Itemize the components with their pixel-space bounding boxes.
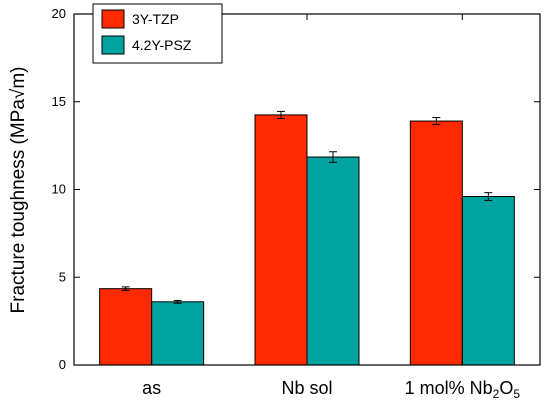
error-bar-3Y-TZP-as	[121, 286, 130, 291]
bar-4.2Y-PSZ-Nb sol	[306, 156, 360, 366]
error-bar-3Y-TZP-Nb sol	[277, 110, 285, 119]
bar-3Y-TZP-1 mol% Nb2O5	[409, 120, 463, 366]
legend-swatch-4.2Y-PSZ	[101, 35, 125, 55]
bar-4.2Y-PSZ-as	[151, 301, 205, 366]
y-tick-label: 15	[52, 94, 66, 109]
y-axis-label: Fracture toughness (MPa√m)	[8, 67, 29, 314]
error-bar-4.2Y-PSZ-as	[173, 299, 182, 304]
error-bar-3Y-TZP-1 mol% Nb2O5	[432, 117, 441, 126]
y-tick-label: 5	[59, 269, 66, 284]
legend-label-3Y-TZP: 3Y-TZP	[132, 11, 179, 27]
bar-3Y-TZP-Nb sol	[254, 114, 308, 366]
legend: 3Y-TZP 4.2Y-PSZ	[92, 3, 223, 64]
x-category-label: Nb sol	[281, 378, 332, 398]
error-bars-layer	[121, 110, 493, 304]
bar-3Y-TZP-as	[99, 288, 153, 366]
x-category-label: as	[142, 378, 161, 398]
error-bar-4.2Y-PSZ-1 mol% Nb2O5	[484, 192, 493, 201]
x-category-label: 1 mol% Nb2O5	[405, 378, 521, 401]
legend-label-4.2Y-PSZ: 4.2Y-PSZ	[132, 37, 192, 53]
y-ticks-layer: 0 5 10 15 20	[52, 6, 540, 372]
y-tick-label: 10	[52, 182, 66, 197]
error-bar-4.2Y-PSZ-Nb sol	[329, 151, 337, 163]
bar-4.2Y-PSZ-1 mol% Nb2O5	[461, 196, 515, 366]
y-tick-label: 20	[52, 6, 66, 21]
bars-layer	[99, 114, 515, 366]
category-labels-layer: as Nb sol 1 mol% Nb2O5	[142, 378, 520, 401]
y-tick-label: 0	[59, 357, 66, 372]
legend-swatch-3Y-TZP	[101, 9, 125, 29]
